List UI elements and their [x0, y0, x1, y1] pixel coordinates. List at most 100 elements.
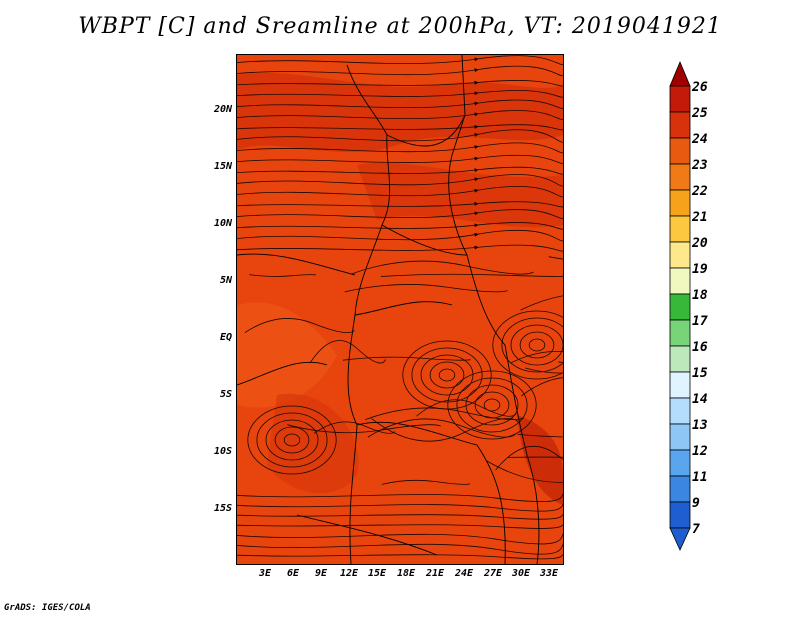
colorbar-segment [669, 189, 691, 217]
wbpt-dark-band [267, 393, 359, 494]
streamline-eddy [429, 361, 465, 389]
colorbar-segment [669, 241, 691, 269]
colorbar-segment [669, 345, 691, 373]
streamline [237, 524, 563, 529]
lat-label-15s: 15S [213, 503, 232, 514]
streamline [237, 166, 563, 175]
wbpt-dark-band [517, 415, 563, 505]
colorbar-segment [669, 137, 691, 165]
streamline [244, 318, 355, 334]
lon-label-21e: 21E [425, 568, 445, 579]
colorbar-label: 17 [692, 314, 708, 329]
streamline [237, 90, 563, 98]
lon-label-33e: 33E [539, 568, 559, 579]
streamline [237, 201, 563, 208]
streamline [313, 421, 396, 434]
streamline [237, 110, 563, 121]
streamline [237, 129, 563, 143]
streamline [237, 493, 563, 503]
lon-label-6e: 6E [286, 568, 300, 579]
colorbar-label: 25 [692, 106, 708, 121]
colorbar-label: 24 [692, 132, 708, 147]
lat-label-5s: 5S [219, 389, 232, 400]
streamline [237, 154, 563, 164]
colorbar-label: 19 [692, 262, 708, 277]
colorbar-segment [669, 111, 691, 139]
streamline [237, 503, 563, 512]
lat-label-15n: 15N [213, 161, 232, 172]
map-plot-area [236, 54, 564, 565]
streamline [237, 222, 563, 230]
streamline [367, 418, 516, 438]
streamline-eddy [492, 310, 563, 380]
map-field [237, 55, 563, 564]
colorbar-segment [669, 475, 691, 503]
streamline-eddy [474, 391, 510, 419]
streamline-eddy [402, 340, 492, 410]
streamline-eddy [274, 426, 310, 454]
streamline-eddy [256, 412, 328, 468]
colorbar [669, 60, 691, 551]
colorbar-label: 23 [692, 158, 708, 173]
colorbar-label: 20 [692, 236, 708, 251]
colorbar-label: 14 [692, 392, 708, 407]
grads-credit: GrADS: IGES/COLA [4, 603, 91, 613]
streamline [371, 418, 519, 442]
lon-label-30e: 30E [511, 568, 531, 579]
lat-label-20n: 20N [213, 104, 232, 115]
wbpt-light-band [237, 302, 337, 408]
streamline [365, 407, 524, 420]
colorbar-segment [669, 423, 691, 451]
streamline-eddy [501, 317, 563, 373]
lat-label-10n: 10N [213, 218, 232, 229]
streamline-eddy [519, 331, 555, 359]
colorbar-segment [669, 85, 691, 113]
colorbar-segment [669, 163, 691, 191]
streamline [237, 55, 563, 65]
streamline-eddy [247, 405, 337, 475]
streamline [287, 424, 441, 434]
streamline [520, 295, 563, 311]
streamline-eddy [528, 338, 546, 352]
lat-label-5n: 5N [219, 275, 232, 286]
streamline [237, 209, 563, 219]
lon-label-3e: 3E [258, 568, 272, 579]
colorbar-top-triangle [669, 60, 691, 87]
streamline [510, 351, 563, 364]
streamline-eddy [438, 368, 456, 382]
streamlines [237, 55, 563, 560]
colorbar-label: 11 [692, 470, 708, 485]
streamline [237, 99, 563, 109]
streamline-eddy [483, 398, 501, 412]
streamline [381, 479, 471, 485]
wbpt-dark-band [357, 162, 563, 228]
lat-label-10s: 10S [213, 446, 232, 457]
chart-title: WBPT [C] and Sreamline at 200hPa, VT: 20… [78, 14, 722, 39]
streamline [249, 274, 316, 277]
colorbar-label: 12 [692, 444, 708, 459]
streamline [309, 340, 386, 364]
streamline [342, 356, 471, 361]
country-borders [237, 55, 540, 564]
streamline [237, 244, 563, 252]
streamline [416, 399, 517, 417]
streamline [237, 142, 563, 154]
colorbar-label: 22 [692, 184, 708, 199]
streamline [517, 433, 563, 438]
colorbar-label: 18 [692, 288, 708, 303]
streamline-eddy [456, 377, 528, 433]
streamline [237, 186, 563, 198]
streamline [380, 273, 563, 277]
colorbar-segment [669, 293, 691, 321]
colorbar-label: 13 [692, 418, 708, 433]
colorbar-label: 7 [692, 522, 700, 537]
streamline [237, 532, 563, 545]
colorbar-label: 16 [692, 340, 708, 355]
streamline-eddy [265, 419, 319, 461]
streamline [495, 446, 563, 471]
streamline-eddy [510, 324, 563, 366]
streamline-eddy [465, 384, 519, 426]
lat-label-eq: EQ [219, 332, 232, 343]
streamline [237, 542, 563, 555]
streamline [237, 230, 563, 242]
